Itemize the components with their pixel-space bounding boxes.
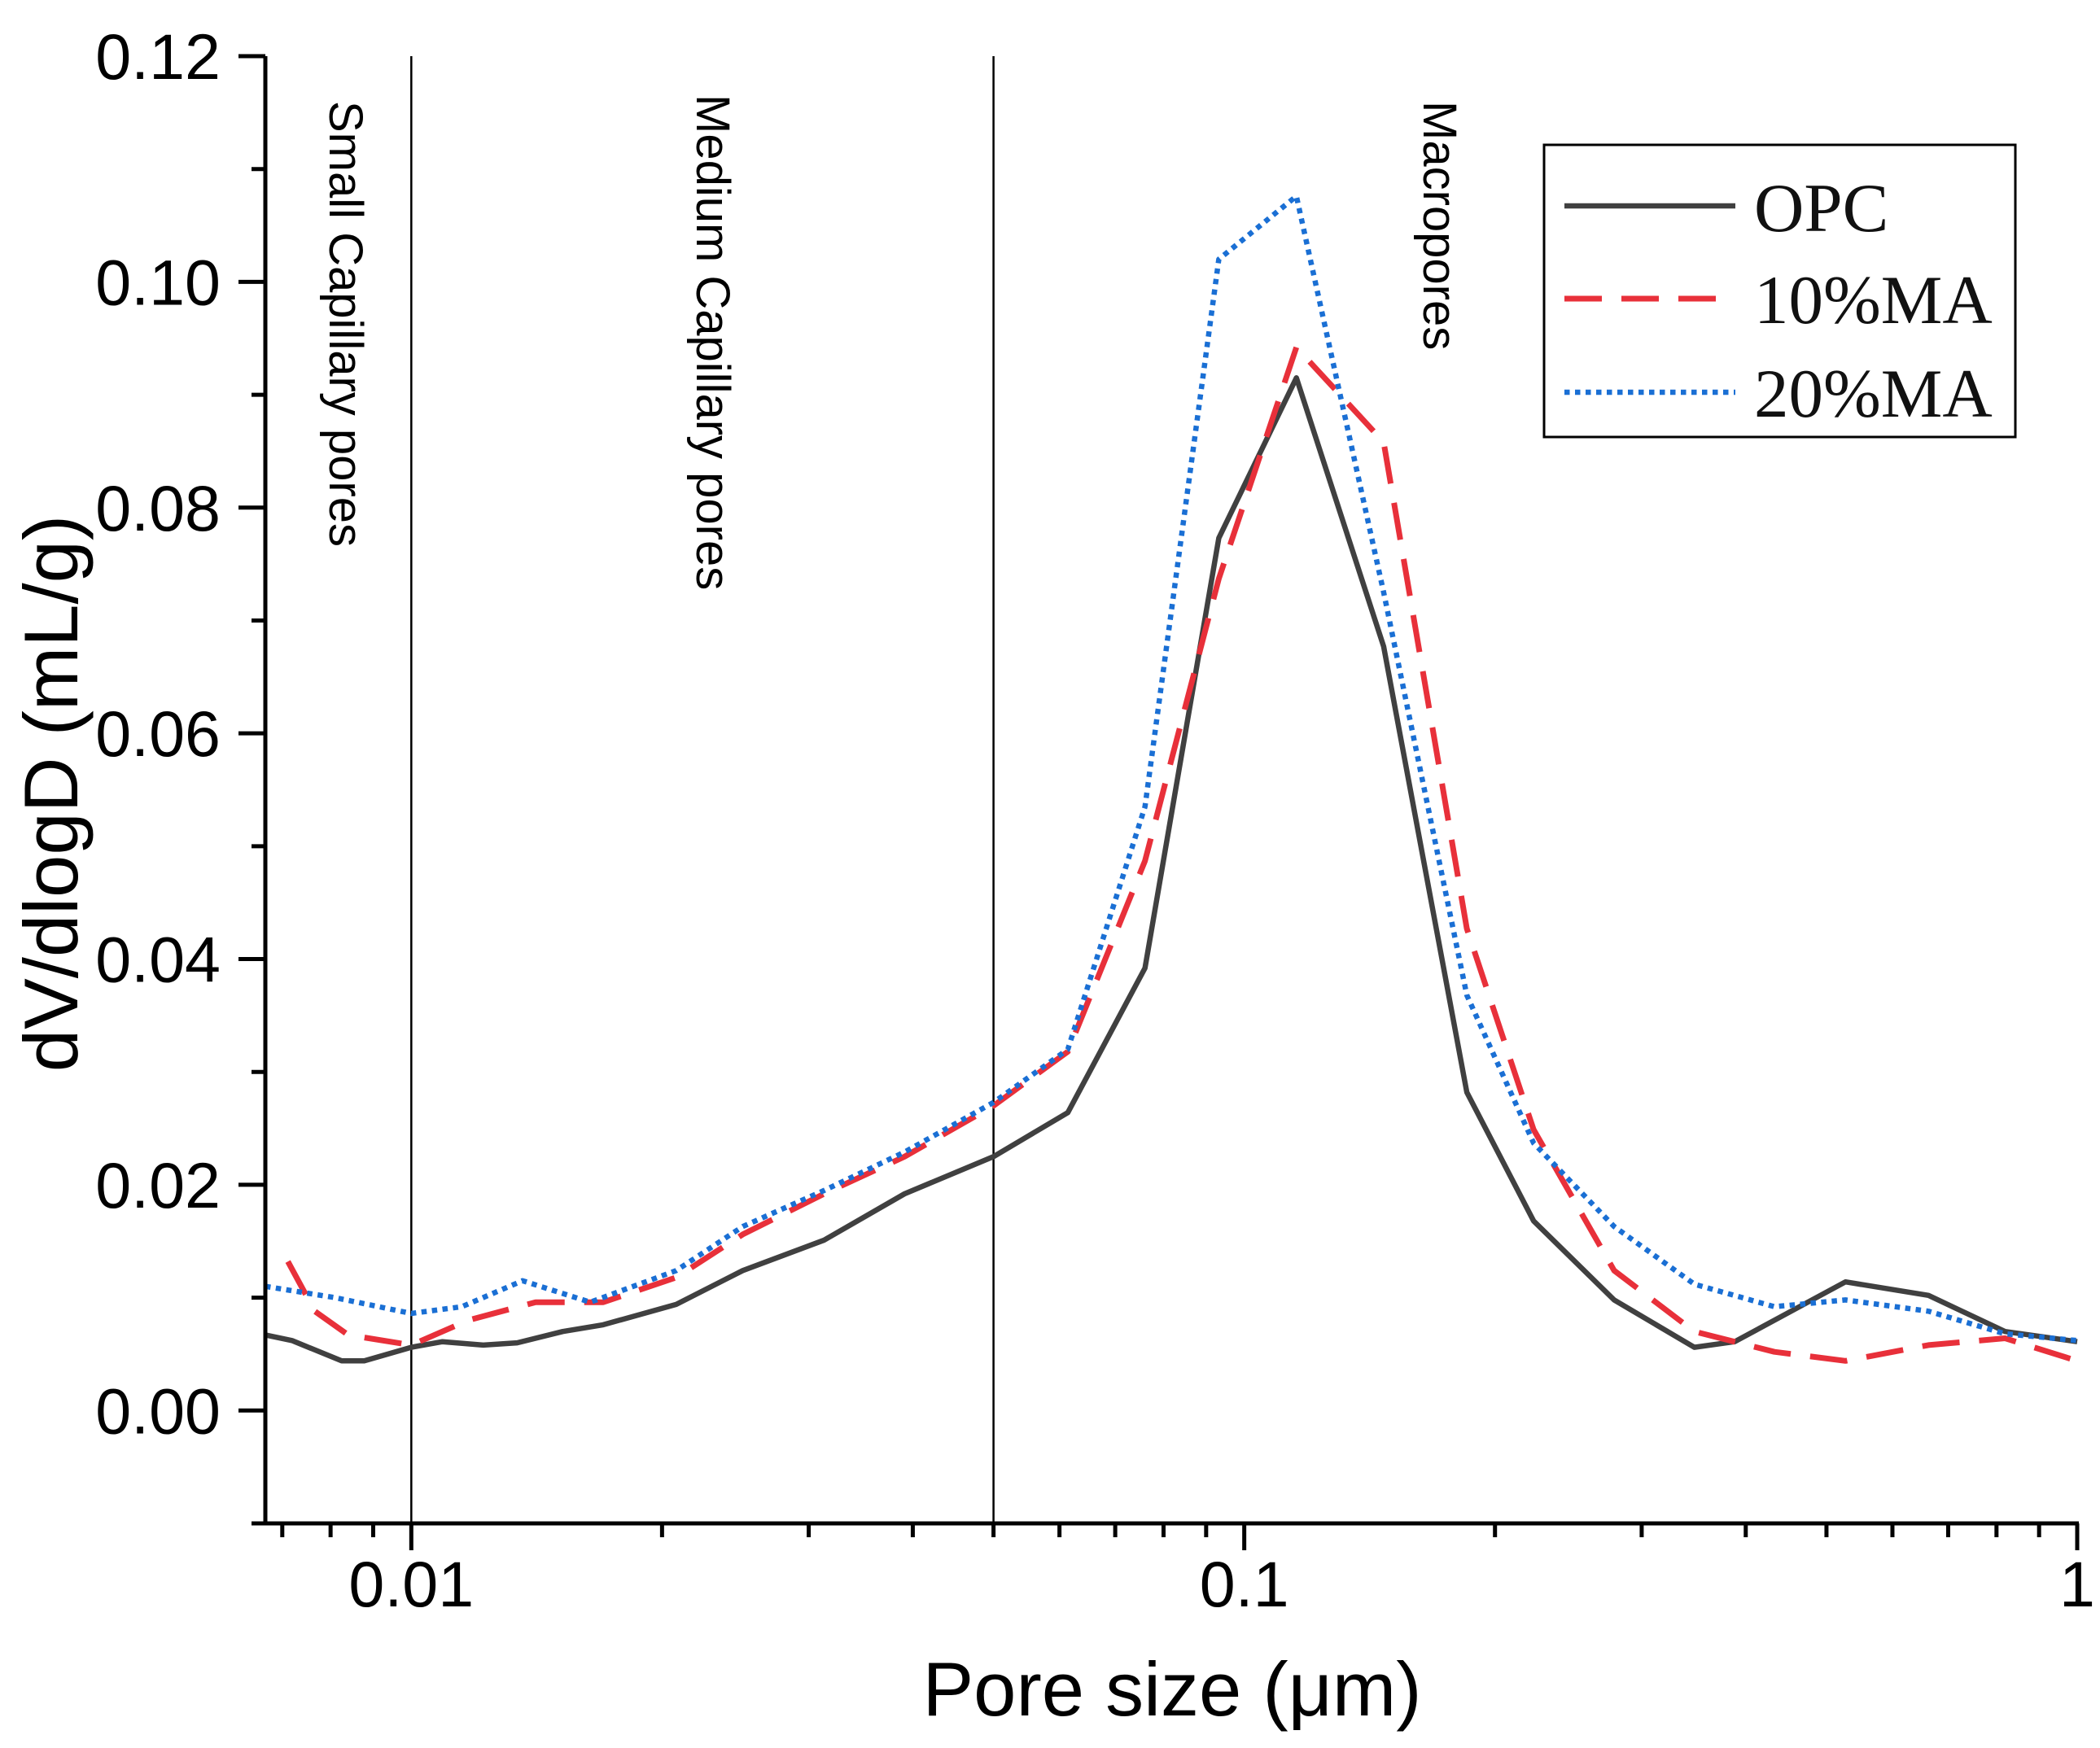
legend-label-10-ma: 10%MA	[1754, 262, 1993, 339]
annotation-macropores: Macropores	[1413, 101, 1466, 350]
x-tick-label: 0.01	[348, 1548, 474, 1620]
annotation-small-capillary-pores: Small Capillary pores	[319, 101, 372, 547]
x-tick-label: 0.1	[1200, 1548, 1289, 1620]
legend-label-20-ma: 20%MA	[1754, 356, 1993, 432]
y-tick-label: 0.02	[95, 1149, 221, 1221]
axis-tick-labels: 0.01 0.1 1 0.00 0.02 0.04 0.06 0.08 0.10 0.12	[95, 20, 2095, 1620]
x-tick-label: 1	[2059, 1548, 2095, 1620]
region-boundary-lines	[410, 56, 995, 1523]
y-tick-label: 0.12	[95, 20, 221, 93]
y-tick-label: 0.06	[95, 697, 221, 770]
annotation-medium-capillary-pores: Medium Capillary pores	[686, 94, 739, 590]
series-line-opc	[265, 375, 2078, 1364]
legend-box	[1542, 143, 2017, 439]
axes	[263, 56, 2079, 1526]
region-annotations: Small Capillary pores Medium Capillary p…	[319, 94, 1466, 590]
legend-label-opc: OPC	[1754, 170, 1888, 247]
series-lines	[265, 193, 2079, 1364]
series-line-10-ma	[285, 344, 2079, 1364]
legend-item-20-ma: 20%MA	[1564, 356, 1993, 432]
series-line-20-ma	[265, 193, 2078, 1344]
x-axis-title: Pore size (μm)	[922, 1646, 1421, 1732]
legend: OPC 10%MA 20%MA	[1542, 143, 2017, 439]
legend-item-10-ma: 10%MA	[1564, 262, 1993, 339]
y-tick-label: 0.04	[95, 924, 221, 996]
y-tick-label: 0.08	[95, 472, 221, 544]
axis-ticks	[238, 54, 2080, 1550]
y-axis-title: dV/dlogD (mL/g)	[8, 515, 94, 1072]
y-tick-label: 0.10	[95, 246, 221, 318]
y-tick-label: 0.00	[95, 1374, 221, 1447]
legend-item-opc: OPC	[1564, 170, 1888, 247]
